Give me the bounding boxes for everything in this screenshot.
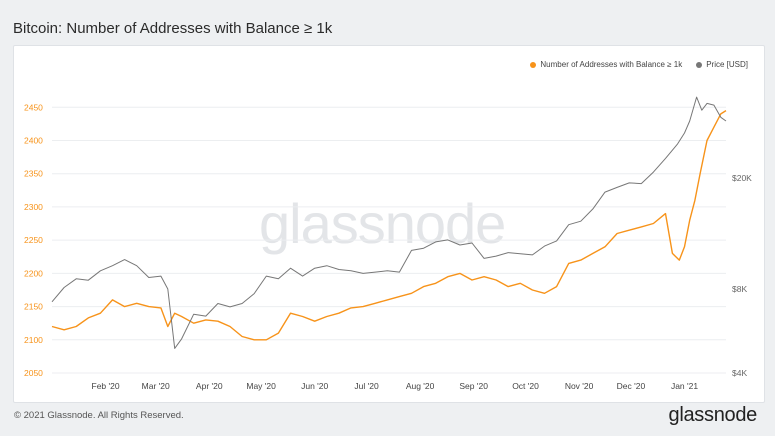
legend: Number of Addresses with Balance ≥ 1k Pr… bbox=[530, 60, 748, 69]
x-tick-label: Oct '20 bbox=[512, 381, 539, 391]
y-tick-label-right: $8K bbox=[732, 284, 747, 294]
x-tick-label: Aug '20 bbox=[406, 381, 435, 391]
legend-item-price[interactable]: Price [USD] bbox=[696, 60, 748, 69]
x-tick-label: Nov '20 bbox=[565, 381, 594, 391]
y-tick-label-right: $4K bbox=[732, 368, 747, 378]
y-tick-label-left: 2150 bbox=[24, 302, 43, 312]
series-line-addresses bbox=[51, 110, 727, 341]
x-tick-label: Jul '20 bbox=[354, 381, 379, 391]
y-tick-label-left: 2200 bbox=[24, 268, 43, 278]
y-tick-label-right: $20K bbox=[732, 173, 752, 183]
legend-item-addresses[interactable]: Number of Addresses with Balance ≥ 1k bbox=[530, 60, 682, 69]
footer-logo: glassnode bbox=[668, 404, 758, 426]
x-tick-label: May '20 bbox=[246, 381, 276, 391]
legend-dot-icon bbox=[530, 61, 537, 68]
x-tick-label: Jun '20 bbox=[301, 381, 328, 391]
y-tick-label-left: 2050 bbox=[24, 368, 43, 378]
x-tick-label: Feb '20 bbox=[92, 381, 120, 391]
footer-copyright: © 2021 Glassnode. All Rights Reserved. bbox=[14, 410, 184, 421]
x-tick-label: Mar '20 bbox=[142, 381, 170, 391]
y-tick-label-left: 2100 bbox=[24, 335, 43, 345]
chart-card: glassnode 2050 2100 2150 2200 2250 2300 2350 24… bbox=[13, 45, 765, 403]
x-tick-label: Dec '20 bbox=[617, 381, 646, 391]
y-tick-label-left: 2400 bbox=[24, 136, 43, 146]
page-title: Bitcoin: Number of Addresses with Balanc… bbox=[13, 20, 333, 37]
y-tick-label-left: 2450 bbox=[24, 102, 43, 112]
x-tick-label: Jan '21 bbox=[671, 381, 698, 391]
legend-label-price: Price [USD] bbox=[706, 60, 748, 69]
legend-dot-icon bbox=[696, 61, 703, 68]
chart-plot: 2050 2100 2150 2200 2250 2300 2350 2400 2450 $4K $… bbox=[24, 96, 752, 391]
y-tick-label-left: 2250 bbox=[24, 235, 43, 245]
x-tick-label: Sep '20 bbox=[459, 381, 488, 391]
y-tick-label-left: 2350 bbox=[24, 169, 43, 179]
legend-label-addresses: Number of Addresses with Balance ≥ 1k bbox=[540, 60, 683, 69]
series-line-price bbox=[51, 96, 727, 349]
x-tick-label: Apr '20 bbox=[196, 381, 223, 391]
y-tick-label-left: 2300 bbox=[24, 202, 43, 212]
